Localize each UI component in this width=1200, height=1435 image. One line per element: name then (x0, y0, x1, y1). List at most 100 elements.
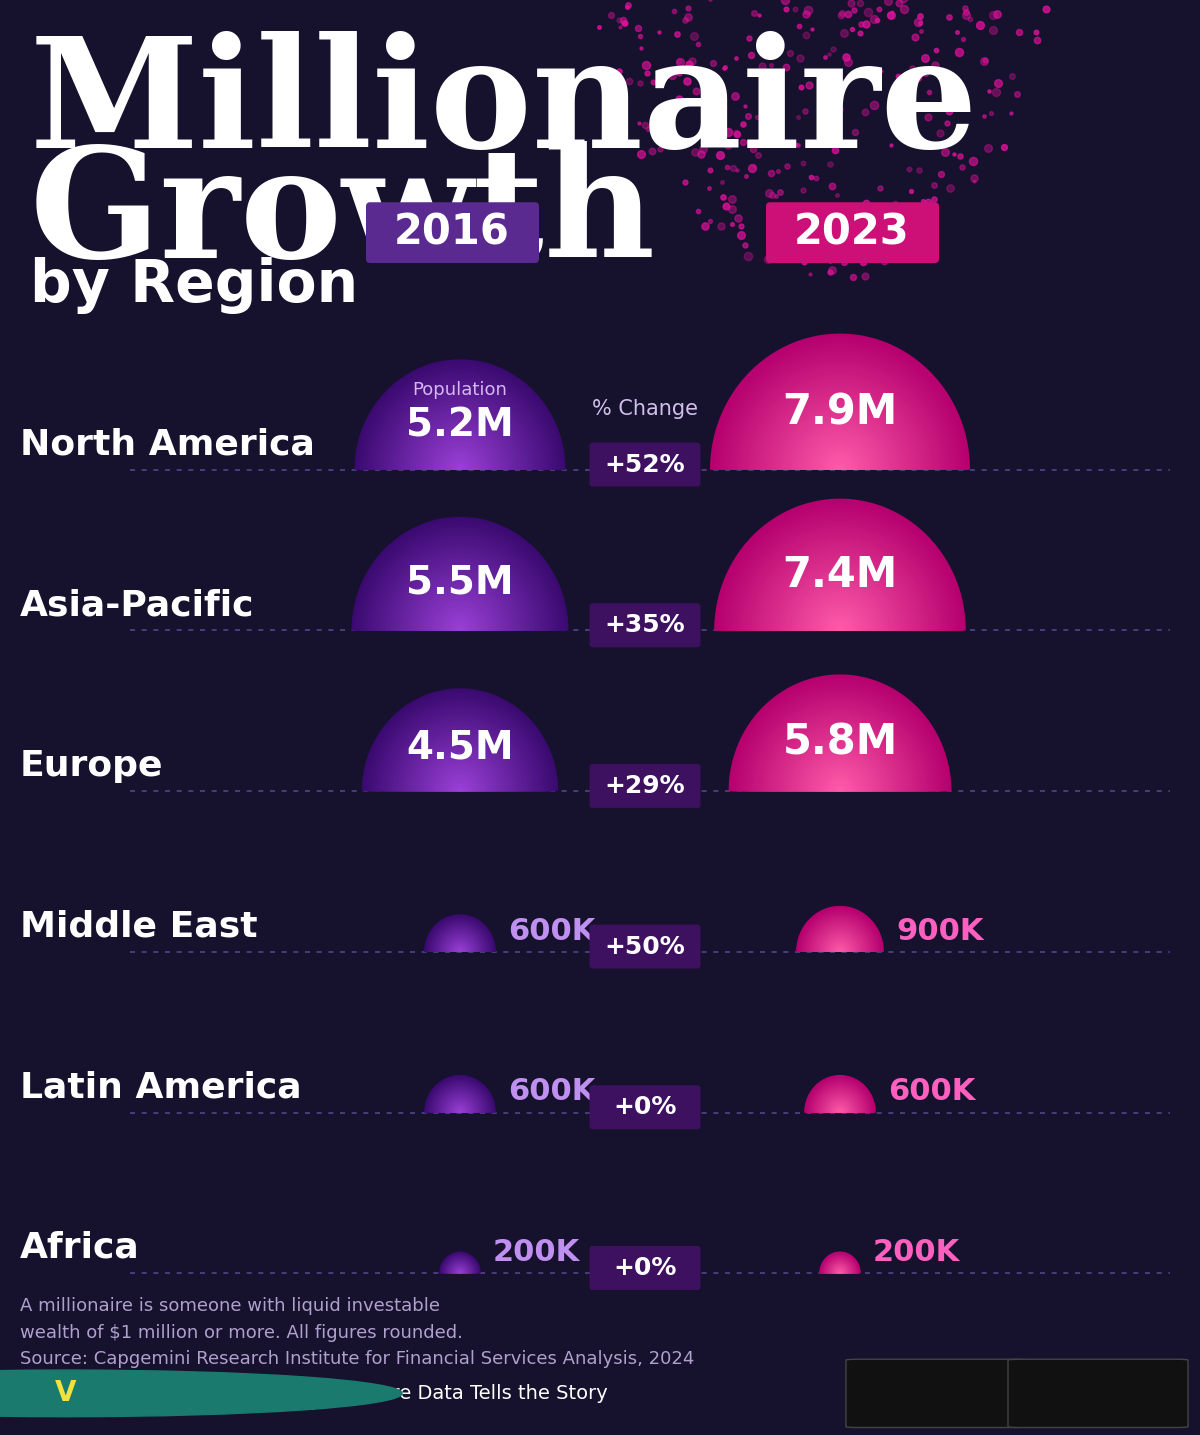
Polygon shape (823, 934, 857, 951)
Polygon shape (832, 1264, 848, 1273)
Polygon shape (406, 574, 515, 630)
Polygon shape (799, 749, 881, 791)
Polygon shape (442, 1093, 479, 1112)
Polygon shape (374, 380, 546, 469)
Polygon shape (402, 409, 518, 469)
Polygon shape (827, 1258, 853, 1273)
Polygon shape (833, 1266, 847, 1273)
Polygon shape (445, 455, 474, 469)
Polygon shape (812, 1083, 868, 1112)
Polygon shape (448, 458, 472, 469)
Polygon shape (354, 519, 565, 630)
Polygon shape (430, 920, 491, 951)
Polygon shape (433, 1083, 487, 1112)
Polygon shape (780, 568, 900, 630)
Polygon shape (440, 1253, 480, 1273)
Polygon shape (796, 584, 884, 630)
Polygon shape (426, 1076, 494, 1112)
Polygon shape (798, 908, 882, 951)
Polygon shape (434, 1086, 486, 1112)
Polygon shape (436, 765, 485, 791)
Polygon shape (770, 558, 910, 630)
Polygon shape (445, 1257, 475, 1273)
Polygon shape (721, 346, 959, 469)
Polygon shape (388, 555, 532, 630)
Text: 4.5M: 4.5M (406, 729, 514, 766)
Polygon shape (449, 1261, 472, 1273)
Polygon shape (386, 392, 534, 469)
Polygon shape (806, 1078, 874, 1112)
Polygon shape (809, 920, 871, 951)
Polygon shape (805, 755, 875, 791)
Polygon shape (400, 728, 520, 791)
Text: A millionaire is someone with liquid investable
wealth of $1 million or more. Al: A millionaire is someone with liquid inv… (20, 1297, 695, 1368)
Polygon shape (448, 1099, 472, 1112)
Polygon shape (446, 456, 473, 469)
Polygon shape (437, 928, 482, 951)
Polygon shape (821, 1253, 859, 1273)
Polygon shape (790, 739, 890, 791)
Polygon shape (733, 518, 947, 630)
Polygon shape (383, 389, 538, 469)
Polygon shape (833, 1105, 847, 1112)
Polygon shape (814, 1085, 866, 1112)
Polygon shape (763, 390, 917, 469)
Polygon shape (823, 453, 857, 469)
Polygon shape (359, 363, 562, 469)
Polygon shape (374, 541, 546, 630)
Polygon shape (452, 462, 468, 469)
Polygon shape (434, 926, 485, 951)
Polygon shape (839, 1271, 841, 1273)
Polygon shape (433, 763, 487, 791)
Polygon shape (448, 1260, 473, 1273)
Polygon shape (824, 1257, 856, 1273)
Polygon shape (760, 547, 920, 630)
Polygon shape (448, 1260, 472, 1273)
Polygon shape (822, 451, 858, 469)
Text: GET IT ON: GET IT ON (1072, 1373, 1124, 1383)
Polygon shape (442, 1093, 479, 1112)
Polygon shape (816, 1088, 864, 1112)
Polygon shape (835, 626, 845, 630)
Polygon shape (800, 910, 880, 951)
Polygon shape (790, 418, 890, 469)
Polygon shape (362, 689, 558, 791)
Polygon shape (428, 436, 492, 469)
Polygon shape (833, 1266, 847, 1273)
Polygon shape (442, 1254, 479, 1273)
Polygon shape (838, 1271, 842, 1273)
Polygon shape (380, 547, 540, 630)
Polygon shape (398, 728, 521, 791)
Polygon shape (835, 1106, 845, 1112)
Polygon shape (830, 1263, 850, 1273)
Polygon shape (782, 732, 898, 791)
Polygon shape (392, 399, 527, 469)
Polygon shape (425, 1075, 496, 1112)
Polygon shape (454, 1106, 467, 1112)
Polygon shape (821, 449, 859, 469)
Polygon shape (799, 908, 881, 951)
Polygon shape (432, 1083, 487, 1112)
Polygon shape (828, 1260, 852, 1273)
Polygon shape (812, 1083, 868, 1112)
Polygon shape (446, 1258, 474, 1273)
Polygon shape (444, 934, 476, 951)
Polygon shape (443, 1095, 478, 1112)
Polygon shape (455, 1267, 466, 1273)
Polygon shape (450, 1102, 470, 1112)
Polygon shape (434, 765, 486, 791)
Polygon shape (360, 364, 560, 469)
Polygon shape (438, 930, 481, 951)
Polygon shape (728, 674, 952, 791)
Polygon shape (437, 927, 484, 951)
Polygon shape (372, 538, 548, 630)
Polygon shape (354, 359, 565, 469)
Polygon shape (457, 1109, 463, 1112)
Polygon shape (821, 1092, 859, 1112)
Polygon shape (397, 403, 523, 469)
Polygon shape (817, 1089, 863, 1112)
Polygon shape (402, 570, 518, 630)
Polygon shape (829, 618, 851, 630)
Polygon shape (377, 703, 544, 791)
Polygon shape (451, 461, 469, 469)
